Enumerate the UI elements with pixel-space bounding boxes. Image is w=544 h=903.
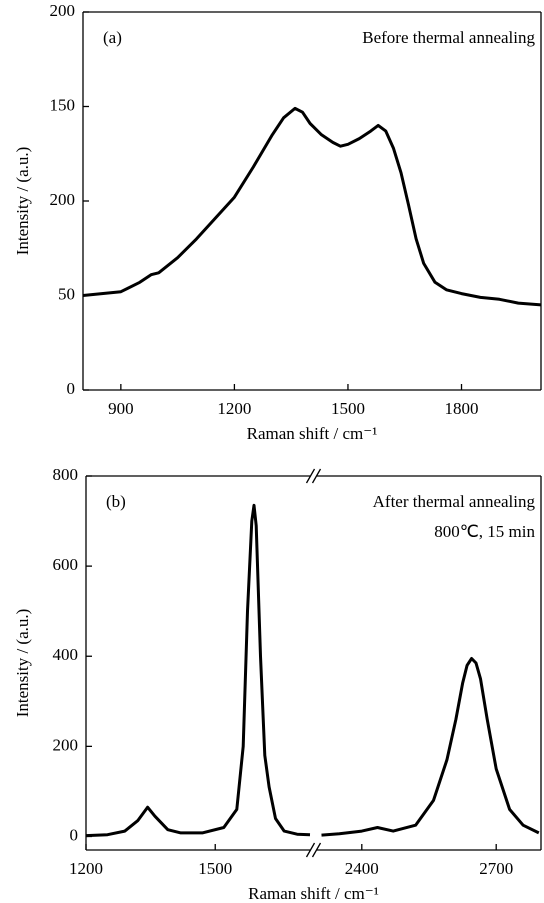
- axis-break: [311, 842, 322, 858]
- axis-break: [305, 468, 316, 484]
- data-line: [82, 106, 542, 307]
- x-tick-label: 2700: [479, 859, 513, 878]
- y-tick-label: 400: [53, 645, 79, 664]
- x-tick-label: 1800: [445, 399, 479, 418]
- y-tick-label: 800: [53, 465, 79, 484]
- panel-label: (a): [103, 28, 122, 47]
- y-tick-label: 200: [53, 735, 79, 754]
- annotation: After thermal annealing: [373, 492, 536, 511]
- x-tick-label: 2400: [345, 859, 379, 878]
- x-tick-label: 1200: [69, 859, 103, 878]
- data-line: [321, 657, 540, 837]
- panel-label: (b): [106, 492, 126, 511]
- x-tick-label: 900: [108, 399, 134, 418]
- y-tick-label: 200: [50, 190, 76, 209]
- y-tick-label: 600: [53, 555, 79, 574]
- x-tick-label: 1200: [217, 399, 251, 418]
- y-tick-label: 50: [58, 284, 75, 303]
- annotation: 800℃, 15 min: [434, 522, 535, 541]
- x-tick-label: 1500: [331, 399, 365, 418]
- y-tick-label: 0: [67, 379, 76, 398]
- axis-break: [311, 468, 322, 484]
- axis-break: [305, 842, 316, 858]
- y-tick-label: 200: [50, 1, 76, 20]
- annotation: Before thermal annealing: [362, 28, 535, 47]
- x-axis-label: Raman shift / cm⁻¹: [248, 884, 379, 903]
- y-tick-label: 0: [70, 825, 79, 844]
- y-axis-label: Intensity / (a.u.): [13, 147, 32, 256]
- data-line: [85, 503, 311, 838]
- y-axis-label: Intensity / (a.u.): [13, 609, 32, 718]
- x-tick-label: 1500: [198, 859, 232, 878]
- x-axis-label: Raman shift / cm⁻¹: [247, 424, 378, 443]
- y-tick-label: 150: [50, 95, 76, 114]
